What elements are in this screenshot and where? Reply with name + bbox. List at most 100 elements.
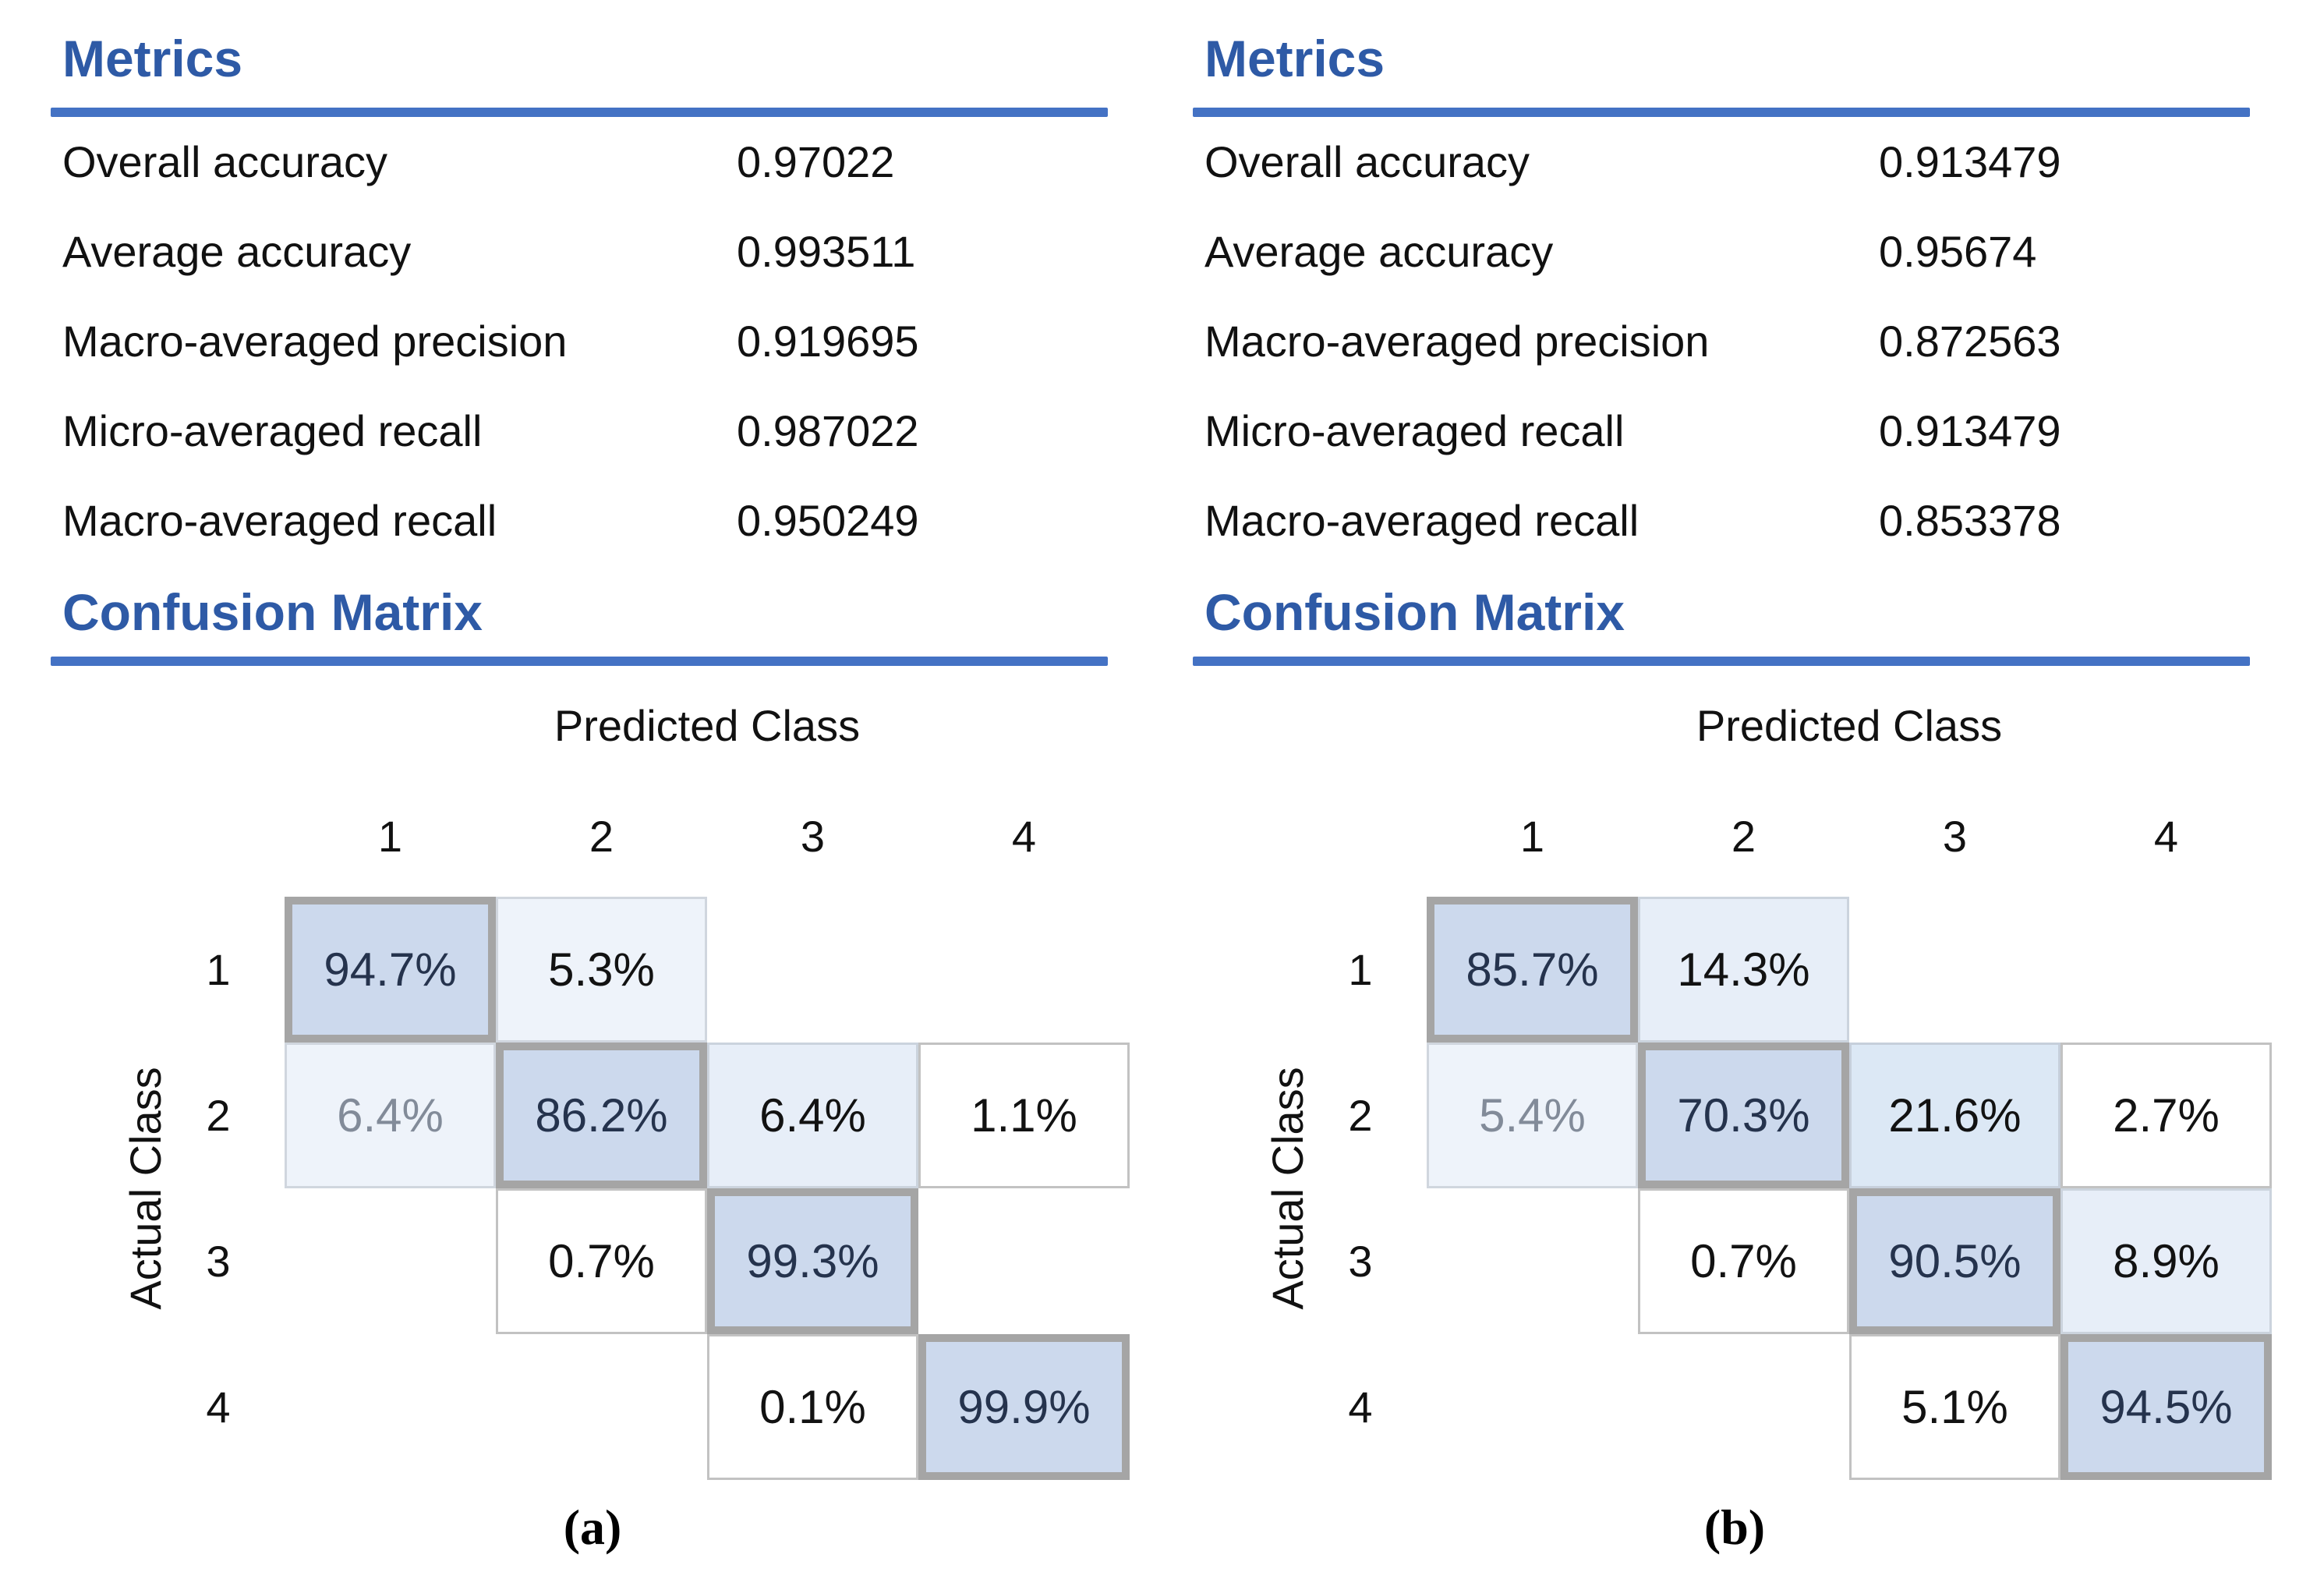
row-label: 4 (1348, 1382, 1373, 1432)
row-label: 3 (206, 1237, 231, 1286)
metric-value: 0.913479 (1879, 406, 2061, 455)
metric-row: Macro-averaged recall 0.853378 (1204, 476, 2265, 565)
matrix-cell-empty (1427, 1334, 1638, 1480)
subfigure-caption-b: (b) (1703, 1499, 1766, 1555)
metric-label: Macro-averaged precision (1204, 317, 1710, 366)
metric-label: Overall accuracy (1204, 137, 1530, 186)
y-axis-title: Actual Class (121, 1067, 170, 1310)
row-label: 2 (1348, 1091, 1373, 1140)
matrix-cell-diagonal: 70.3% (1638, 1043, 1849, 1188)
row-label: 3 (1348, 1237, 1373, 1286)
subfigure-caption-a: (a) (563, 1499, 622, 1555)
column-labels: 1 2 3 4 (285, 808, 1130, 864)
col-label: 2 (1731, 811, 1756, 861)
matrix-cell-value: 85.7% (1466, 943, 1599, 996)
metrics-rule (1193, 108, 2250, 117)
matrix-cell-empty (1638, 1334, 1849, 1480)
confusion-matrix-title: Confusion Matrix (62, 583, 483, 641)
col-label: 4 (2153, 811, 2179, 861)
matrix-cell: 5.4% (1427, 1043, 1638, 1188)
matrix-cell-empty (285, 1188, 496, 1334)
metric-row: Average accuracy 0.95674 (1204, 207, 2265, 296)
matrix-cell-value: 86.2% (535, 1089, 668, 1142)
matrix-cell-empty (1427, 1188, 1638, 1334)
matrix-cell-empty (496, 1334, 707, 1480)
matrix-cell-value: 0.7% (548, 1235, 655, 1287)
matrix-cell-empty (707, 897, 918, 1043)
matrix-cell: 14.3% (1638, 897, 1849, 1043)
matrix-cell-value: 0.7% (1690, 1235, 1797, 1287)
matrix-cell-value: 99.9% (957, 1381, 1091, 1433)
metric-row: Micro-averaged recall 0.913479 (1204, 386, 2265, 476)
matrix-cell-diagonal: 90.5% (1849, 1188, 2060, 1334)
matrix-cell: 0.1% (707, 1334, 918, 1480)
matrix-cell: 5.3% (496, 897, 707, 1043)
confusion-matrix-grid: 85.7% 14.3% 5.4% 70.3% 21.6% 2.7% 0.7% 90.5% 8.9… (1427, 897, 2272, 1480)
matrix-cell: 6.4% (285, 1043, 496, 1188)
metric-label: Micro-averaged recall (1204, 406, 1625, 455)
matrix-cell-value: 94.7% (324, 943, 457, 996)
metric-value: 0.872563 (1879, 317, 2061, 366)
matrix-cell: 0.7% (496, 1188, 707, 1334)
matrix-cell-value: 1.1% (971, 1089, 1077, 1142)
panel-b: Metrics Overall accuracy 0.913479 Averag… (1193, 0, 2276, 1586)
row-labels: 1 2 3 4 (1325, 897, 1395, 1480)
metrics-rule (51, 108, 1108, 117)
col-label: 1 (377, 811, 403, 861)
matrix-cell-diagonal: 94.7% (285, 897, 496, 1043)
col-label: 3 (800, 811, 826, 861)
col-label: 2 (589, 811, 614, 861)
matrix-cell: 8.9% (2060, 1188, 2272, 1334)
matrix-cell-value: 70.3% (1677, 1089, 1810, 1142)
confusion-matrix-grid: 94.7% 5.3% 6.4% 86.2% 6.4% 1.1% 0.7% 99.3% 0.1% 9… (285, 897, 1130, 1480)
matrix-cell: 6.4% (707, 1043, 918, 1188)
metric-value: 0.95674 (1879, 227, 2037, 276)
matrix-cell-empty (2060, 897, 2272, 1043)
col-label: 4 (1011, 811, 1037, 861)
matrix-cell-value: 14.3% (1677, 943, 1810, 996)
metric-row: Macro-averaged precision 0.872563 (1204, 296, 2265, 386)
matrix-cell-value: 8.9% (2113, 1235, 2220, 1287)
matrix-cell-diagonal: 99.9% (918, 1334, 1130, 1480)
y-axis-title: Actual Class (1263, 1067, 1312, 1310)
metrics-title: Metrics (1204, 30, 1385, 87)
row-label: 4 (206, 1382, 231, 1432)
metric-row: Macro-averaged precision 0.919695 (62, 296, 1123, 386)
metric-label: Average accuracy (1204, 227, 1554, 276)
matrix-cell-value: 6.4% (337, 1089, 444, 1142)
metric-label: Macro-averaged precision (62, 317, 568, 366)
metric-value: 0.853378 (1879, 496, 2061, 545)
col-label: 1 (1519, 811, 1545, 861)
matrix-cell-value: 21.6% (1888, 1089, 2022, 1142)
metric-value: 0.950249 (737, 496, 919, 545)
confusion-matrix-rule (51, 657, 1108, 666)
matrix-cell-diagonal: 85.7% (1427, 897, 1638, 1043)
matrix-cell-value: 2.7% (2113, 1089, 2220, 1142)
metrics-title: Metrics (62, 30, 243, 87)
metric-label: Average accuracy (62, 227, 412, 276)
matrix-cell: 21.6% (1849, 1043, 2060, 1188)
matrix-cell-diagonal: 99.3% (707, 1188, 918, 1334)
confusion-matrix-title: Confusion Matrix (1204, 583, 1625, 641)
metric-label: Macro-averaged recall (1204, 496, 1640, 545)
matrix-cell-value: 94.5% (2099, 1381, 2233, 1433)
matrix-cell: 2.7% (2060, 1043, 2272, 1188)
metric-value: 0.913479 (1879, 137, 2061, 186)
metric-value: 0.919695 (737, 317, 919, 366)
row-label: 1 (1348, 945, 1373, 994)
metric-row: Overall accuracy 0.913479 (1204, 117, 2265, 207)
metric-label: Micro-averaged recall (62, 406, 483, 455)
matrix-cell-value: 5.1% (1901, 1381, 2008, 1433)
row-label: 1 (206, 945, 231, 994)
matrix-cell: 0.7% (1638, 1188, 1849, 1334)
metric-value: 0.993511 (737, 227, 916, 276)
x-axis-title: Predicted Class (554, 701, 861, 750)
metric-row: Macro-averaged recall 0.950249 (62, 476, 1123, 565)
matrix-cell-value: 99.3% (746, 1235, 879, 1287)
metric-label: Overall accuracy (62, 137, 388, 186)
matrix-cell: 1.1% (918, 1043, 1130, 1188)
matrix-cell-empty (918, 1188, 1130, 1334)
metric-value: 0.97022 (737, 137, 895, 186)
confusion-matrix-rule (1193, 657, 2250, 666)
matrix-cell-diagonal: 94.5% (2060, 1334, 2272, 1480)
